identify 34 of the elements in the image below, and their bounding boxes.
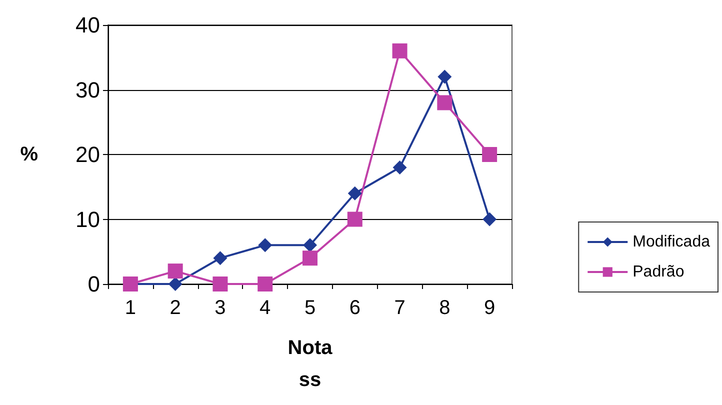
point (168, 277, 182, 291)
point (302, 250, 318, 266)
x-tick-label: 1 (124, 297, 136, 319)
point (438, 70, 452, 84)
x-tick-label: 3 (214, 297, 226, 319)
point (303, 238, 317, 252)
x-axis-title: Nota ss (288, 337, 334, 391)
point (258, 276, 273, 292)
y-tick-label: 0 (88, 272, 100, 296)
legend-label: Padrão (632, 264, 684, 280)
point (212, 276, 228, 292)
point (392, 160, 407, 174)
point (392, 43, 408, 58)
x-tick-label: 5 (304, 297, 316, 319)
x-tick-label: 2 (170, 297, 181, 319)
point (437, 95, 452, 110)
point (213, 251, 228, 266)
x-tick-label: 4 (260, 297, 271, 319)
y-axis-title: % (20, 144, 38, 166)
point (168, 264, 183, 279)
legend-label: Modificada (632, 234, 710, 250)
x-tick-label: 8 (439, 297, 450, 319)
point (348, 186, 362, 200)
y-tick-label: 20 (76, 142, 100, 167)
y-tick-label: 10 (76, 206, 100, 232)
y-tick-label: 30 (76, 77, 100, 102)
x-tick-label: 9 (484, 297, 496, 319)
x-tick-label: 7 (394, 297, 406, 319)
point (482, 212, 497, 226)
point (258, 238, 272, 252)
y-tick-label: 40 (76, 12, 100, 38)
point (482, 147, 498, 162)
point (347, 212, 362, 227)
x-tick-label: 6 (349, 297, 360, 319)
